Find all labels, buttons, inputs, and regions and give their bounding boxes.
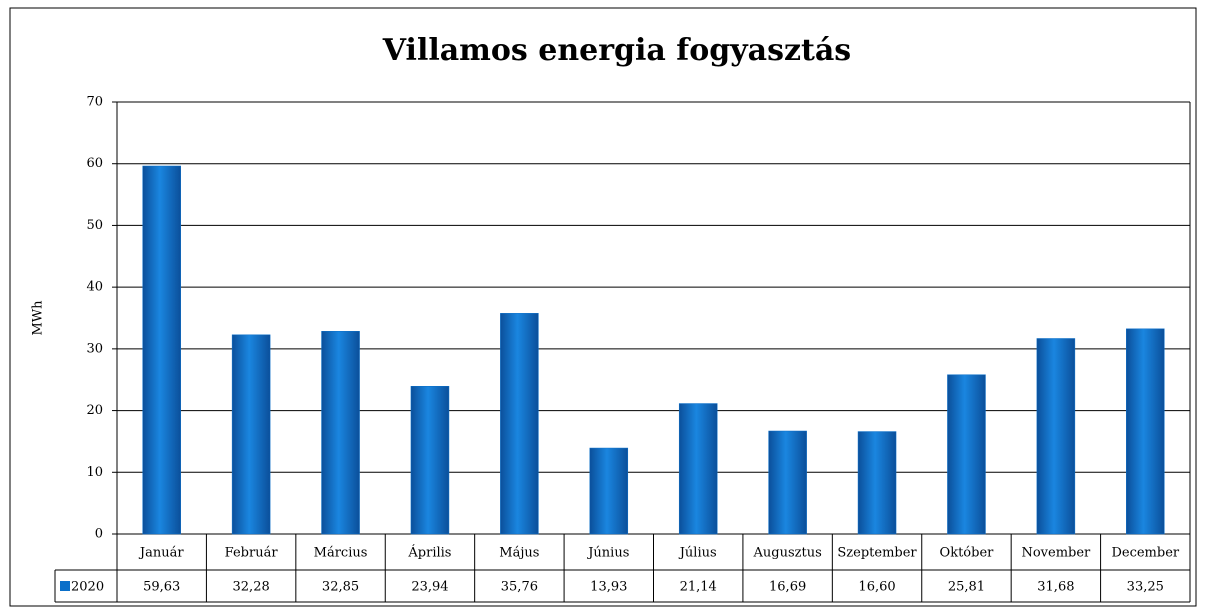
value-label: 59,63 [143,580,180,595]
x-tick-label: Október [940,546,995,561]
bar [321,331,360,535]
x-tick-label: Március [314,546,368,561]
value-label: 23,94 [411,580,448,595]
value-label: 32,85 [322,580,359,595]
y-tick-label: 10 [86,465,103,480]
value-label: 16,69 [769,580,806,595]
legend-swatch [60,581,70,591]
chart-title: Villamos energia fogyasztás [382,33,851,68]
x-tick-label: Június [586,546,629,561]
x-tick-label: December [1111,546,1179,561]
x-tick-label: Január [138,546,184,561]
bar [1126,328,1165,535]
bar [500,313,539,535]
y-tick-label: 40 [86,280,103,295]
bar [231,334,271,535]
bar [678,403,718,535]
value-label: 33,25 [1127,580,1164,595]
x-tick-label: Szeptember [837,546,917,561]
x-tick-label: Április [407,545,451,561]
y-tick-label: 20 [86,403,103,418]
x-tick-label: Július [678,546,717,561]
x-tick-label: Május [499,546,539,561]
bar [857,431,897,535]
value-label: 31,68 [1037,580,1074,595]
x-tick-label: November [1021,546,1091,561]
y-tick-label: 0 [95,527,103,542]
x-tick-label: Augusztus [753,546,822,561]
bar [589,447,629,535]
bar [410,386,450,535]
value-label: 32,28 [233,580,270,595]
value-label: 35,76 [501,580,538,595]
value-label: 13,93 [590,580,627,595]
value-label: 21,14 [680,580,717,595]
y-tick-label: 60 [86,156,103,171]
value-label: 16,60 [858,580,895,595]
value-label: 25,81 [948,580,985,595]
bar [142,165,181,535]
y-axis-label: MWh [31,300,46,336]
bar [1036,338,1076,535]
bar [768,430,807,535]
y-tick-label: 50 [86,218,103,233]
bar [947,374,986,535]
y-tick-label: 30 [86,341,103,356]
x-tick-label: Február [225,546,279,561]
y-tick-label: 70 [86,95,103,110]
legend-label: 2020 [71,580,104,595]
